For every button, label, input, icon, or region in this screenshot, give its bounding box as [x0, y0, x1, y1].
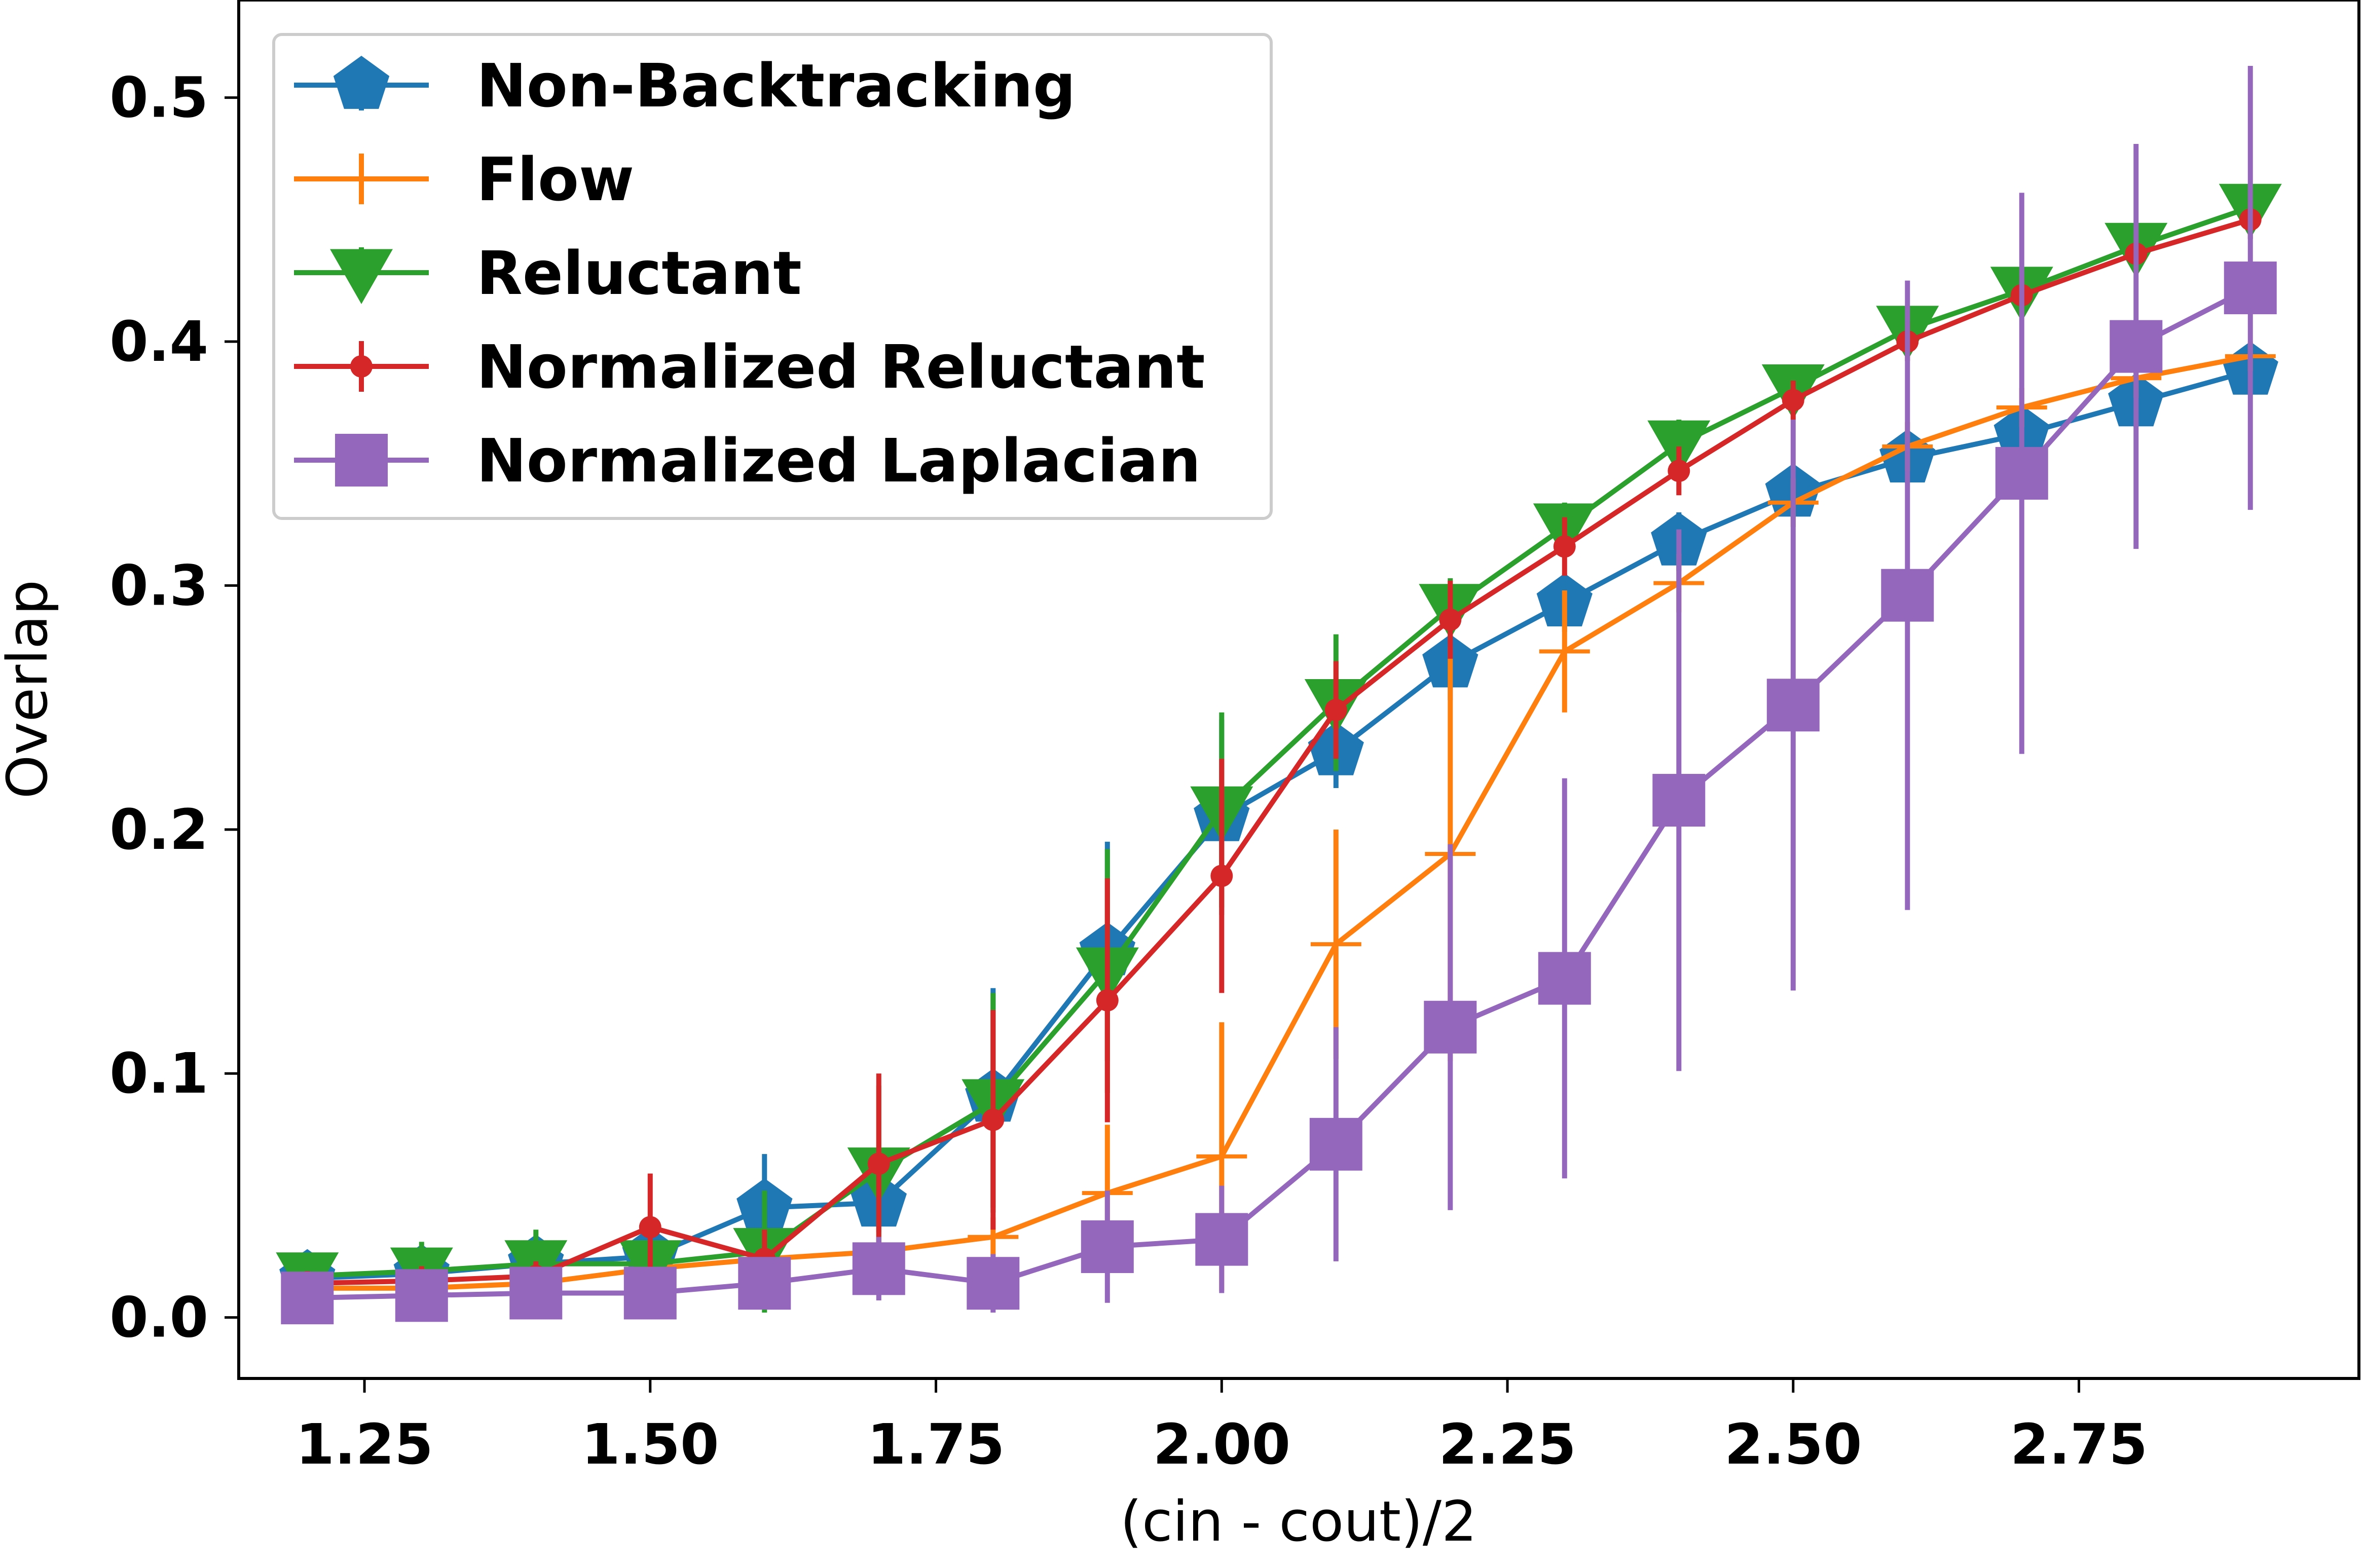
- data-point: [1096, 989, 1119, 1012]
- data-point: [509, 1266, 563, 1320]
- data-point: [967, 1257, 1020, 1310]
- plot-frame: [237, 0, 2360, 1380]
- x-tick-label: 2.25: [1438, 1412, 1576, 1477]
- series-line: [307, 217, 2251, 1286]
- x-tick-label: 1.25: [296, 1412, 433, 1477]
- data-point: [623, 1266, 677, 1320]
- data-point: [1881, 569, 1934, 622]
- y-tick-label: 0.4: [109, 309, 208, 374]
- legend-label: Normalized Laplacian: [476, 426, 1201, 496]
- data-point: [852, 1242, 905, 1295]
- legend-box: [272, 33, 1273, 520]
- data-point: [1310, 919, 1361, 970]
- x-tick-label: 2.50: [1724, 1412, 1862, 1477]
- legend-entry-normalized-laplacian: Normalized Laplacian: [294, 426, 1201, 496]
- x-tick-label: 1.50: [581, 1412, 719, 1477]
- x-tick-label: 2.75: [2010, 1412, 2148, 1477]
- y-tick-label: 0.5: [109, 65, 208, 130]
- y-tick-label: 0.1: [109, 1041, 208, 1106]
- y-tick-label: 0.3: [109, 553, 208, 618]
- data-point: [639, 1216, 661, 1239]
- y-tick-label: 0.0: [109, 1285, 208, 1350]
- legend-marker: [336, 154, 387, 204]
- legend-marker: [333, 56, 390, 109]
- series-normalized-laplacian: [281, 65, 2277, 1325]
- data-point: [1668, 460, 1690, 482]
- data-point: [1553, 535, 1576, 558]
- data-point: [1439, 608, 1462, 631]
- y-tick-label: 0.2: [109, 797, 208, 862]
- data-point: [1538, 952, 1591, 1005]
- legend-entry-flow: Flow: [294, 144, 634, 214]
- x-axis-label: (cin - cout)/2: [1120, 1489, 1477, 1554]
- legend-entry-reluctant: Reluctant: [294, 238, 802, 308]
- y-axis-label: Overlap: [0, 580, 60, 799]
- data-point: [738, 1257, 791, 1310]
- x-tick-label: 1.75: [867, 1412, 1005, 1477]
- data-point: [1995, 446, 2048, 500]
- x-tick-label: 2.00: [1153, 1412, 1290, 1477]
- x-axis: 1.25 1.50 1.75 2.00 2.25 2.50 2.75: [296, 1378, 2148, 1477]
- legend-label: Reluctant: [476, 238, 802, 308]
- legend-label: Flow: [476, 144, 634, 214]
- data-point: [395, 1269, 448, 1322]
- data-point: [982, 1108, 1005, 1131]
- data-point: [1766, 679, 1820, 732]
- data-point: [1324, 698, 1347, 721]
- legend-marker: [330, 249, 393, 304]
- data-point: [281, 1272, 334, 1325]
- data-point: [1539, 626, 1590, 677]
- series-layer: [276, 65, 2282, 1325]
- legend: Non-Backtracking Flow Reluctant Normalized …: [272, 33, 1273, 520]
- data-point: [1782, 389, 1804, 412]
- data-point: [2224, 262, 2277, 315]
- data-point: [1309, 1117, 1362, 1171]
- legend-marker: [335, 434, 388, 487]
- legend-label: Normalized Reluctant: [476, 332, 1205, 402]
- data-point: [1210, 865, 1233, 887]
- legend-marker: [350, 355, 373, 378]
- data-point: [2110, 320, 2163, 373]
- legend-entry-normalized-reluctant: Normalized Reluctant: [294, 332, 1205, 402]
- legend-label: Non-Backtracking: [476, 51, 1076, 121]
- data-point: [1424, 1000, 1477, 1054]
- data-point: [1081, 1220, 1134, 1274]
- data-point: [1195, 1213, 1248, 1266]
- data-point: [1196, 1131, 1247, 1182]
- data-point: [867, 1152, 890, 1175]
- data-point: [1652, 774, 1706, 827]
- legend-entry-non-backtracking: Non-Backtracking: [294, 51, 1076, 121]
- y-axis: 0.0 0.1 0.2 0.3 0.4 0.5: [109, 65, 239, 1350]
